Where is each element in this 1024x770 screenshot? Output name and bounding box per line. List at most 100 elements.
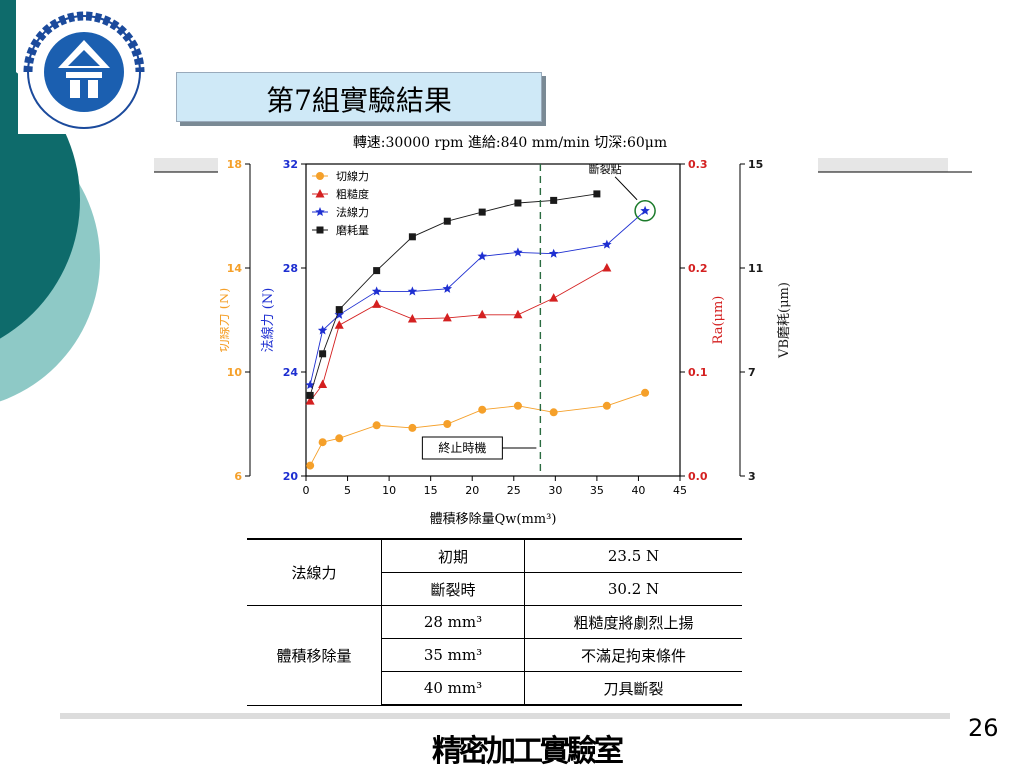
x-tick-label: 30 <box>548 484 562 497</box>
data-point-cutting <box>478 405 487 414</box>
vb-axis-label: VB磨耗(μm) <box>777 282 792 359</box>
table-group-label: 體積移除量 <box>247 605 382 706</box>
table-row: 體積移除量 28 mm³ 粗糙度將劇烈上揚 <box>247 605 742 706</box>
data-point-cutting <box>641 388 650 397</box>
data-point-ra <box>305 396 315 405</box>
results-table: 法線力 初期 23.5 N 斷裂時 30.2 N 體積移除量 28 mm³ 粗糙度將劇烈上揚 3… <box>247 538 742 706</box>
data-point-vb <box>478 208 486 216</box>
table-cell-condition: 35 mm³ <box>381 638 525 672</box>
ra-tick-label: 0.0 <box>688 470 708 483</box>
data-point-ra <box>372 299 382 308</box>
normal-tick-label: 32 <box>283 158 298 171</box>
lab-name: 精密加工實驗室 <box>432 734 624 769</box>
x-tick-label: 40 <box>631 484 645 497</box>
data-point-ra <box>477 309 487 319</box>
table-row: 斷裂時 30.2 N <box>247 572 742 606</box>
table-cell-condition: 28 mm³ <box>381 605 525 639</box>
data-point-normal <box>407 286 418 296</box>
legend-label: 切線力 <box>336 169 369 183</box>
data-point-cutting <box>602 401 611 410</box>
table-cell-result: 30.2 N <box>524 572 742 606</box>
table-cell-result: 23.5 N <box>524 538 742 573</box>
table-group-label: 法線力 <box>247 538 382 606</box>
table-cell-condition: 初期 <box>381 538 525 573</box>
data-point-cutting <box>443 420 452 428</box>
ra-tick-label: 0.3 <box>688 158 708 171</box>
table-cell-result: 不滿足拘束條件 <box>524 638 742 672</box>
data-point-vb <box>373 267 381 275</box>
vb-tick-label: 3 <box>748 470 756 483</box>
normal-tick-label: 24 <box>283 366 299 379</box>
data-point-vb <box>408 233 416 241</box>
table-row: 法線力 初期 23.5 N <box>247 538 742 606</box>
data-point-normal <box>371 286 382 296</box>
data-point-cutting <box>372 421 381 430</box>
normal-tick-label: 20 <box>283 470 299 483</box>
cutting-axis-label: 切線力 (N) <box>220 288 232 353</box>
university-logo <box>18 10 146 134</box>
data-point-ra <box>334 320 344 329</box>
legend-marker <box>315 189 325 198</box>
data-point-normal <box>442 283 453 293</box>
table-cell-condition: 斷裂時 <box>381 572 525 606</box>
chart-title: 轉速:30000 rpm 進給:840 mm/min 切深:60μm <box>353 135 667 151</box>
cutting-tick-label: 18 <box>227 158 242 171</box>
slide-title: 第7組實驗結果 <box>266 84 452 117</box>
vb-tick-label: 7 <box>748 366 756 379</box>
table-cell-result: 刀具斷裂 <box>524 671 742 706</box>
legend-marker <box>316 226 324 234</box>
series-line-vb <box>309 193 597 396</box>
data-point-normal <box>334 309 344 319</box>
break-point-arrow <box>614 176 638 201</box>
data-point-ra <box>318 379 328 388</box>
data-point-vb <box>514 199 522 207</box>
table-cell-condition: 40 mm³ <box>381 671 525 706</box>
data-point-vb <box>319 350 327 358</box>
table-cell-result: 粗糙度將劇烈上揚 <box>524 605 742 639</box>
data-point-cutting <box>513 401 522 410</box>
slide-title-box: 第7組實驗結果 <box>176 72 542 122</box>
plot-frame <box>305 163 681 477</box>
x-tick-label: 25 <box>507 484 521 497</box>
page-number: 26 <box>968 714 999 742</box>
x-tick-label: 15 <box>424 484 438 497</box>
data-point-normal <box>513 247 523 257</box>
x-axis-label: 體積移除量Qw(mm³) <box>430 512 557 527</box>
data-point-vb <box>443 217 451 225</box>
data-point-cutting <box>549 408 558 417</box>
legend-label: 法線力 <box>336 205 369 219</box>
data-point-cutting <box>335 434 344 443</box>
table-row: 35 mm³ 不滿足拘束條件 <box>247 638 742 672</box>
chart: 轉速:30000 rpm 進給:840 mm/min 切深:60μm 0 5 10 1… <box>220 135 792 527</box>
data-point-normal <box>305 380 315 390</box>
break-point-circle <box>634 200 656 222</box>
break-point-label: 斷裂點 <box>589 163 622 176</box>
x-tick-label: 35 <box>590 484 604 497</box>
vb-tick-label: 15 <box>748 158 763 171</box>
data-point-vb <box>306 391 314 399</box>
ra-axis-label: Ra(μm) <box>711 296 726 345</box>
data-point-normal <box>317 325 328 335</box>
x-tick-label: 0 <box>303 484 310 497</box>
data-point-cutting <box>318 438 327 447</box>
data-point-vb <box>335 306 343 314</box>
ra-tick-label: 0.1 <box>688 366 708 379</box>
data-point-normal <box>640 205 650 215</box>
x-tick-label: 45 <box>673 484 687 497</box>
data-point-normal <box>477 251 487 261</box>
data-point-ra <box>513 309 523 319</box>
data-point-ra <box>442 312 452 322</box>
cutting-tick-label: 6 <box>234 470 242 483</box>
data-point-normal <box>548 248 559 258</box>
data-point-ra <box>549 293 559 302</box>
legend-label: 粗糙度 <box>336 187 369 201</box>
table-row: 40 mm³ 刀具斷裂 <box>247 671 742 706</box>
stop-timing-label: 終止時機 <box>438 440 486 455</box>
normal-axis-label: 法線力 (N) <box>260 288 276 353</box>
legend-label: 磨耗量 <box>336 224 369 237</box>
cutting-tick-label: 10 <box>227 366 243 379</box>
data-point-cutting <box>408 423 417 432</box>
cutting-tick-label: 14 <box>227 262 243 275</box>
ra-tick-label: 0.2 <box>688 262 708 275</box>
normal-tick-label: 28 <box>283 262 298 275</box>
